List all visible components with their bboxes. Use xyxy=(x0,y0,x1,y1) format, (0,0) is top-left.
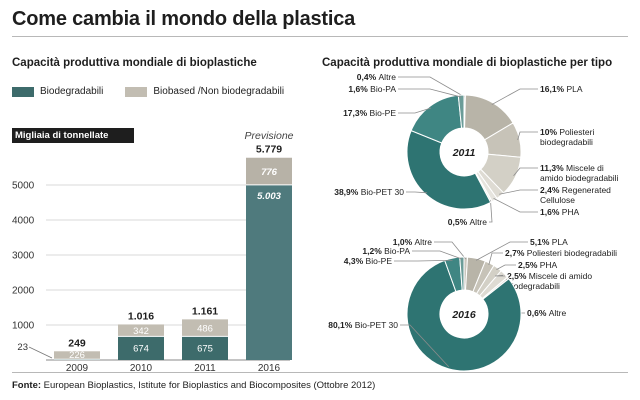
bar-segment-nonbio xyxy=(118,324,164,337)
bar-value-label-bio: 674 xyxy=(133,344,149,355)
donut-leader-line xyxy=(488,252,503,266)
bar-chart-title: Capacità produttiva mondiale di bioplast… xyxy=(12,57,257,69)
donut-leader-line xyxy=(493,198,538,213)
donut-slice xyxy=(406,259,522,372)
donut-slice-label: 0,4% Altre xyxy=(357,72,397,82)
donut-leader-line xyxy=(400,324,450,368)
bar-value-label-bio: 5.003 xyxy=(257,191,281,202)
bar-total-label: 249 xyxy=(68,337,86,349)
donut-leader-line xyxy=(475,241,528,261)
donut-hole xyxy=(441,129,487,175)
x-tick-label: 2011 xyxy=(194,363,216,372)
bar-value-label-nonbio: 342 xyxy=(133,326,149,337)
donut-hole xyxy=(441,291,487,337)
y-tick-label: 3000 xyxy=(12,251,35,262)
bar-segment-nonbio xyxy=(54,351,100,360)
donut-slice-label: 1,0% Altre xyxy=(393,237,433,247)
donut-chart-title: Capacità produttiva mondiale di bioplast… xyxy=(322,57,613,69)
donut-leader-line xyxy=(398,107,432,114)
unit-label: Migliaia di tonnellate xyxy=(12,128,134,143)
legend-item-nonbio: Biobased /Non biodegradabili xyxy=(125,86,284,97)
donut-slice-label: 4,3% Bio-PE xyxy=(344,256,393,266)
bar-total-label: 5.779 xyxy=(256,144,282,156)
bar-segment-nonbio xyxy=(182,319,228,337)
source-text: European Bioplastics, Istitute for Biopl… xyxy=(41,380,376,391)
donut-leader-line xyxy=(499,189,538,195)
bar-segment-nonbio xyxy=(246,157,292,185)
bar-total-label: 1.016 xyxy=(128,310,154,322)
charts-canvas: 1000 2000 3000 4000 5000 226 23 249 2009 342 674 1.… xyxy=(12,72,619,372)
source-label: Fonte: xyxy=(12,380,42,391)
donut-center-label: 2016 xyxy=(451,309,476,321)
donut-slice-label: 1,2% Bio-PA xyxy=(362,246,410,256)
donut-slice xyxy=(406,129,492,210)
x-tick-label: 2009 xyxy=(66,363,89,372)
donut-center-label: 2011 xyxy=(452,147,476,159)
donut-slice-label: 2,4% Regenerated Cellulose xyxy=(540,185,611,205)
legend-label-nonbio: Biobased /Non biodegradabili xyxy=(153,86,285,97)
bar-value-label-nonbio: 776 xyxy=(261,167,278,178)
donut-slice-label: 38,9% Bio-PET 30 xyxy=(334,187,404,197)
bar-value-label-nonbio: 486 xyxy=(197,323,213,334)
donut-slice-label: 2,5% Miscele di amido biodegradabili xyxy=(507,271,592,291)
source-note: Fonte: European Bioplastics, Istitute fo… xyxy=(12,380,375,391)
donut-leader-line xyxy=(491,88,538,105)
bar-value-label-bio: 675 xyxy=(197,344,213,355)
donut-slice-label: 10% Poliesteri biodegradabili xyxy=(540,127,594,147)
donut-slice-label: 80,1% Bio-PET 30 xyxy=(328,320,398,330)
legend-swatch-nonbio xyxy=(125,86,148,97)
legend-item-bio: Biodegradabili xyxy=(12,86,103,97)
donut-leader-line xyxy=(496,264,516,270)
donut-slice-label: 16,1% PLA xyxy=(540,84,583,94)
forecast-annotation: Previsione xyxy=(244,130,293,142)
y-tick-label: 5000 xyxy=(12,181,35,192)
bar-segment-bio xyxy=(182,336,228,360)
donut-slice-label: 2,7% Poliesteri biodegradabili xyxy=(505,248,617,258)
donut-leader-line xyxy=(398,76,465,98)
donut-slice-label: 11,3% Miscele di amido biodegradabili xyxy=(540,163,619,183)
donut-slice xyxy=(459,256,465,291)
donut-leader-line xyxy=(406,191,428,194)
legend-label-bio: Biodegradabili xyxy=(40,86,104,97)
bar-value-leader xyxy=(28,346,53,359)
bar-segment-bio xyxy=(118,336,164,360)
donut-leader-line xyxy=(494,274,505,277)
bar-segment-bio xyxy=(246,184,292,360)
y-tick-label: 4000 xyxy=(12,216,35,227)
footer-divider xyxy=(12,372,628,373)
x-tick-label: 2016 xyxy=(258,363,281,372)
donut-leader-line xyxy=(513,167,538,177)
bar-value-label-nonbio: 226 xyxy=(69,350,85,361)
page-title: Come cambia il mondo della plastica xyxy=(12,8,356,30)
bar-value-label-bio: 23 xyxy=(17,342,28,353)
donut-slice-label: 0,5% Altre xyxy=(448,217,488,227)
donut-leader-line xyxy=(412,250,463,260)
donut-leader-line xyxy=(394,259,453,262)
donut-slice-label: 1,6% Bio-PA xyxy=(348,84,396,94)
x-tick-label: 2010 xyxy=(130,363,153,372)
donut-slice-label: 1,6% PHA xyxy=(540,207,580,217)
y-tick-label: 2000 xyxy=(12,286,35,297)
bar-total-label: 1.161 xyxy=(192,305,218,317)
donut-leader-line xyxy=(517,131,538,141)
donut-slice-label: 2,5% PHA xyxy=(518,260,558,270)
donut-leader-line xyxy=(398,88,462,98)
title-divider xyxy=(12,36,628,37)
donut-slice-label: 0,6% Altre xyxy=(527,308,567,318)
donut-leader-line xyxy=(489,200,493,223)
donut-slice-label: 17,3% Bio-PE xyxy=(343,108,396,118)
bar-legend: Biodegradabili Biobased /Non biodegradab… xyxy=(12,86,306,97)
legend-swatch-bio xyxy=(12,86,34,97)
donut-slice-label: 5,1% PLA xyxy=(530,237,568,247)
y-tick-label: 1000 xyxy=(12,321,35,332)
donut-leader-line xyxy=(434,241,467,260)
donut-slice xyxy=(457,94,465,129)
